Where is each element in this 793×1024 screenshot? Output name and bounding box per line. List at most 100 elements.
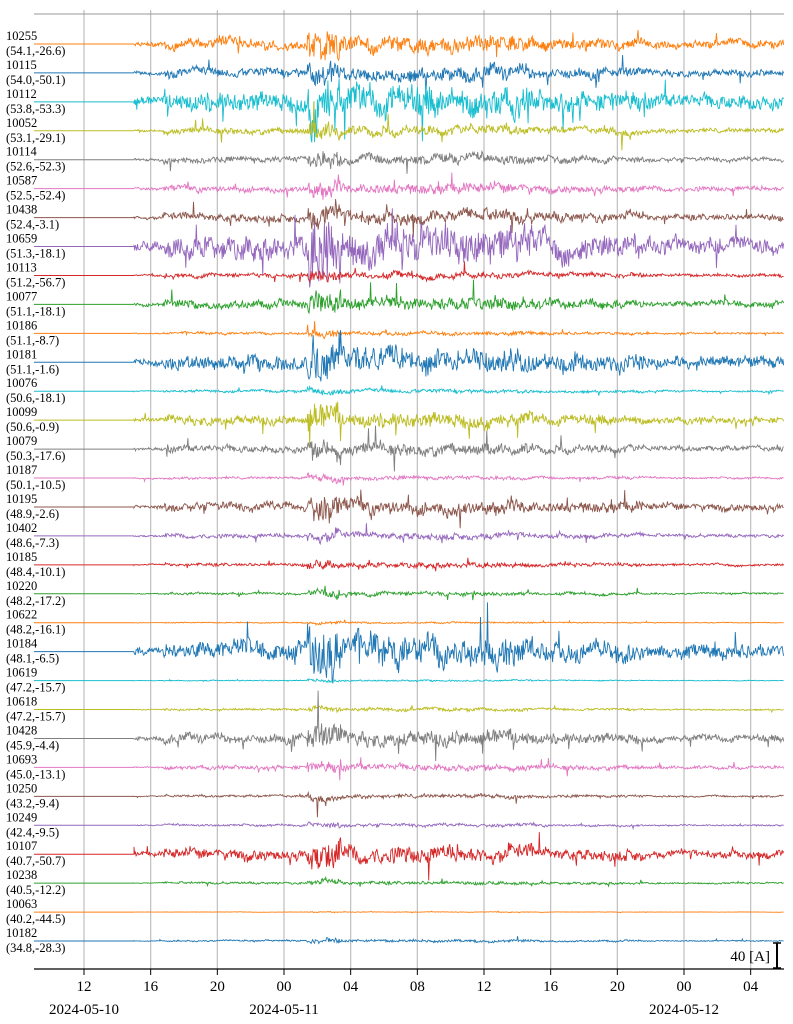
series-line bbox=[133, 78, 784, 143]
station-id-label: 10181 bbox=[6, 347, 37, 361]
x-date-label: 2024-05-10 bbox=[49, 1002, 119, 1018]
station-id-label: 10052 bbox=[6, 116, 37, 130]
station-id-label: 10184 bbox=[6, 637, 38, 651]
station-coord-label: (51.1,-1.6) bbox=[6, 362, 59, 376]
x-tick-label: 12 bbox=[477, 979, 492, 995]
series-line bbox=[133, 602, 785, 684]
station-coord-label: (48.9,-2.6) bbox=[6, 507, 59, 521]
series-line bbox=[133, 101, 784, 151]
series-line bbox=[133, 690, 785, 762]
x-tick-label: 16 bbox=[143, 979, 159, 995]
station-coord-label: (45.0,-13.1) bbox=[6, 767, 65, 781]
station-coord-label: (48.2,-16.1) bbox=[6, 623, 65, 637]
station-coord-label: (48.4,-10.1) bbox=[6, 565, 65, 579]
series-line bbox=[134, 910, 784, 914]
x-ticks: 12 16 20 00 04 08 12 16 20 00 04 bbox=[77, 969, 759, 995]
station-id-label: 10693 bbox=[6, 752, 37, 766]
station-id-label: 10622 bbox=[6, 608, 37, 622]
x-tick-label: 20 bbox=[210, 979, 225, 995]
station-coord-label: (51.1,-18.1) bbox=[6, 304, 65, 318]
station-coord-label: (48.1,-6.5) bbox=[6, 652, 59, 666]
station-coord-label: (50.3,-17.6) bbox=[6, 449, 65, 463]
station-id-label: 10182 bbox=[6, 926, 37, 940]
station-id-label: 10195 bbox=[6, 492, 37, 506]
series-line bbox=[133, 619, 784, 626]
series-traces bbox=[34, 30, 785, 945]
grid-lines bbox=[83, 10, 752, 969]
x-tick-label: 20 bbox=[610, 979, 625, 995]
station-id-label: 10250 bbox=[6, 781, 37, 795]
station-id-label: 10238 bbox=[6, 868, 37, 882]
station-coord-label: (45.9,-4.4) bbox=[6, 738, 59, 752]
scale-bar: 40 [A] bbox=[730, 942, 781, 969]
series-line bbox=[133, 678, 784, 684]
series-line bbox=[133, 54, 785, 98]
series-line bbox=[133, 757, 785, 781]
series-line bbox=[134, 585, 784, 601]
station-coord-label: (50.1,-10.5) bbox=[6, 478, 65, 492]
x-date-label: 2024-05-11 bbox=[249, 1002, 318, 1018]
series-line bbox=[133, 330, 785, 382]
station-coord-label: (42.4,-9.5) bbox=[6, 825, 59, 839]
station-coord-label: (50.6,-18.1) bbox=[6, 391, 65, 405]
series-line bbox=[133, 425, 784, 472]
station-coord-label: (48.2,-17.2) bbox=[6, 594, 65, 608]
station-id-label: 10402 bbox=[6, 521, 37, 535]
station-id-label: 10249 bbox=[6, 810, 37, 824]
station-id-label: 10185 bbox=[6, 550, 37, 564]
station-coord-label: (52.4,-3.1) bbox=[6, 218, 59, 232]
series-line bbox=[133, 832, 785, 881]
station-coord-label: (48.6,-7.3) bbox=[6, 536, 59, 550]
x-date-label: 2024-05-12 bbox=[649, 1002, 719, 1018]
station-id-label: 10186 bbox=[6, 318, 37, 332]
station-id-label: 10077 bbox=[6, 289, 37, 303]
station-coord-label: (47.2,-15.7) bbox=[6, 710, 65, 724]
station-id-label: 10114 bbox=[6, 145, 38, 159]
station-id-label: 10113 bbox=[6, 260, 37, 274]
station-coord-label: (51.3,-18.1) bbox=[6, 247, 65, 261]
series-line bbox=[133, 790, 784, 818]
scale-bar-label: 40 [A] bbox=[730, 949, 770, 965]
x-tick-label: 08 bbox=[410, 979, 425, 995]
station-id-label: 10099 bbox=[6, 405, 37, 419]
station-coord-label: (50.6,-0.9) bbox=[6, 420, 59, 434]
station-id-label: 10659 bbox=[6, 232, 37, 246]
station-id-label: 10187 bbox=[6, 463, 37, 477]
series-line bbox=[133, 321, 784, 340]
station-coord-label: (52.5,-52.4) bbox=[6, 189, 65, 203]
station-coord-label: (51.2,-56.7) bbox=[6, 275, 65, 289]
station-coord-label: (54.0,-50.1) bbox=[6, 73, 65, 87]
x-tick-label: 04 bbox=[343, 979, 359, 995]
series-line bbox=[133, 261, 784, 283]
series-line bbox=[133, 936, 784, 945]
station-labels: 10255(54.1,-26.6)10115(54.0,-50.1)10112(… bbox=[6, 29, 65, 955]
station-coord-label: (40.2,-44.5) bbox=[6, 912, 65, 926]
series-line bbox=[133, 149, 784, 174]
station-coord-label: (43.2,-9.4) bbox=[6, 796, 59, 810]
station-id-label: 10255 bbox=[6, 29, 37, 43]
series-line bbox=[133, 198, 784, 238]
series-line bbox=[133, 401, 785, 449]
station-coord-label: (40.7,-50.7) bbox=[6, 854, 65, 868]
station-coord-label: (52.6,-52.3) bbox=[6, 160, 65, 174]
station-id-label: 10076 bbox=[6, 376, 37, 390]
date-labels: 2024-05-10 2024-05-11 2024-05-12 bbox=[49, 1002, 719, 1018]
station-coord-label: (54.1,-26.6) bbox=[6, 44, 65, 58]
series-line bbox=[133, 472, 784, 486]
station-id-label: 10115 bbox=[6, 58, 37, 72]
x-tick-label: 00 bbox=[677, 979, 692, 995]
station-coord-label: (47.2,-15.7) bbox=[6, 681, 65, 695]
series-line bbox=[133, 875, 784, 888]
series-line bbox=[133, 208, 785, 288]
station-coord-label: (34.8,-28.3) bbox=[6, 941, 65, 955]
series-line bbox=[133, 172, 784, 200]
station-id-label: 10587 bbox=[6, 174, 37, 188]
x-tick-label: 16 bbox=[543, 979, 559, 995]
station-id-label: 10220 bbox=[6, 579, 37, 593]
station-id-label: 10079 bbox=[6, 434, 37, 448]
series-line bbox=[133, 557, 784, 572]
station-coord-label: (53.1,-29.1) bbox=[6, 131, 65, 145]
series-line bbox=[133, 704, 784, 714]
station-coord-label: (40.5,-12.2) bbox=[6, 883, 65, 897]
